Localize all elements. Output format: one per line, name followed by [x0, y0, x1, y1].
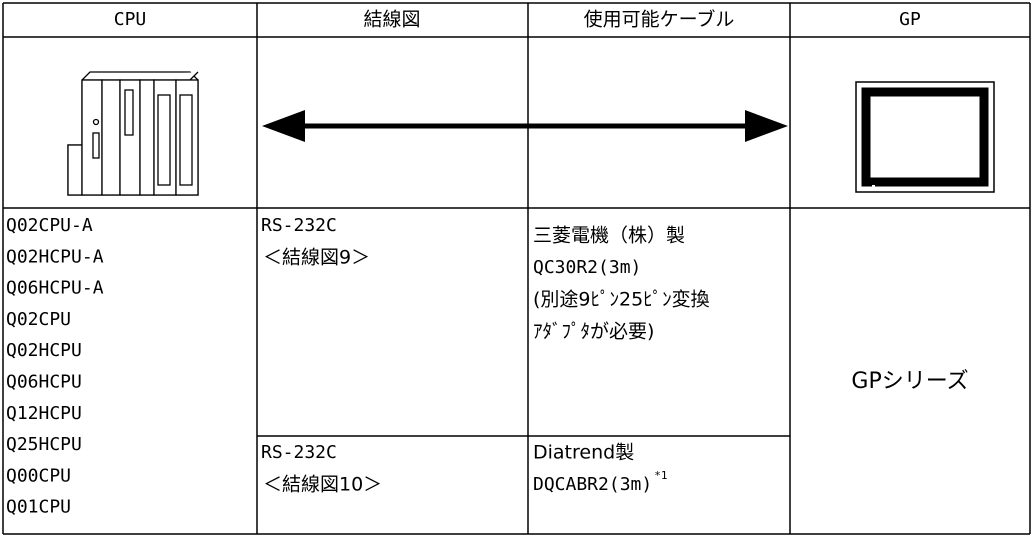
- cpu-model: Q01CPU: [6, 497, 71, 518]
- cpu-model: Q06HCPU: [6, 372, 82, 393]
- cpu-model: Q02HCPU-A: [6, 246, 104, 267]
- gp-icon: [855, 81, 995, 193]
- cpu-model: Q12HCPU: [6, 403, 82, 424]
- cpu-model: Q02HCPU: [6, 340, 82, 361]
- interface: RS-232C: [261, 215, 337, 236]
- cable: ｱﾀﾞﾌﾟﾀが必要): [533, 321, 654, 343]
- cpu-model: Q02CPU-A: [6, 215, 93, 236]
- cpu-icon: [67, 71, 199, 196]
- connection-arrow: [262, 110, 788, 142]
- footnote-mark: *1: [654, 469, 667, 482]
- interface: RS-232C: [261, 442, 337, 463]
- header: 使用可能ケーブル: [584, 8, 735, 31]
- header: GP: [899, 9, 921, 30]
- cable: (別途9ﾋﾟﾝ25ﾋﾟﾝ変換: [533, 289, 710, 311]
- cable: 三菱電機（株）製: [533, 225, 685, 247]
- cpu-model: Q00CPU: [6, 465, 71, 486]
- gp-name: GPシリーズ: [851, 369, 968, 394]
- cpu-model: Q02CPU: [6, 309, 71, 330]
- header: 結線図: [363, 9, 420, 31]
- wiring-diagram: ＜結線図10＞: [263, 474, 382, 496]
- cpu-model: Q06HCPU-A: [6, 278, 104, 299]
- cable: Diatrend製: [533, 442, 634, 464]
- cable: QC30R2(3m): [533, 257, 641, 278]
- wiring-diagram: ＜結線図9＞: [263, 247, 370, 269]
- cpu-model: Q25HCPU: [6, 434, 82, 455]
- cable: DQCABR2(3m): [533, 474, 652, 495]
- header: CPU: [114, 9, 147, 30]
